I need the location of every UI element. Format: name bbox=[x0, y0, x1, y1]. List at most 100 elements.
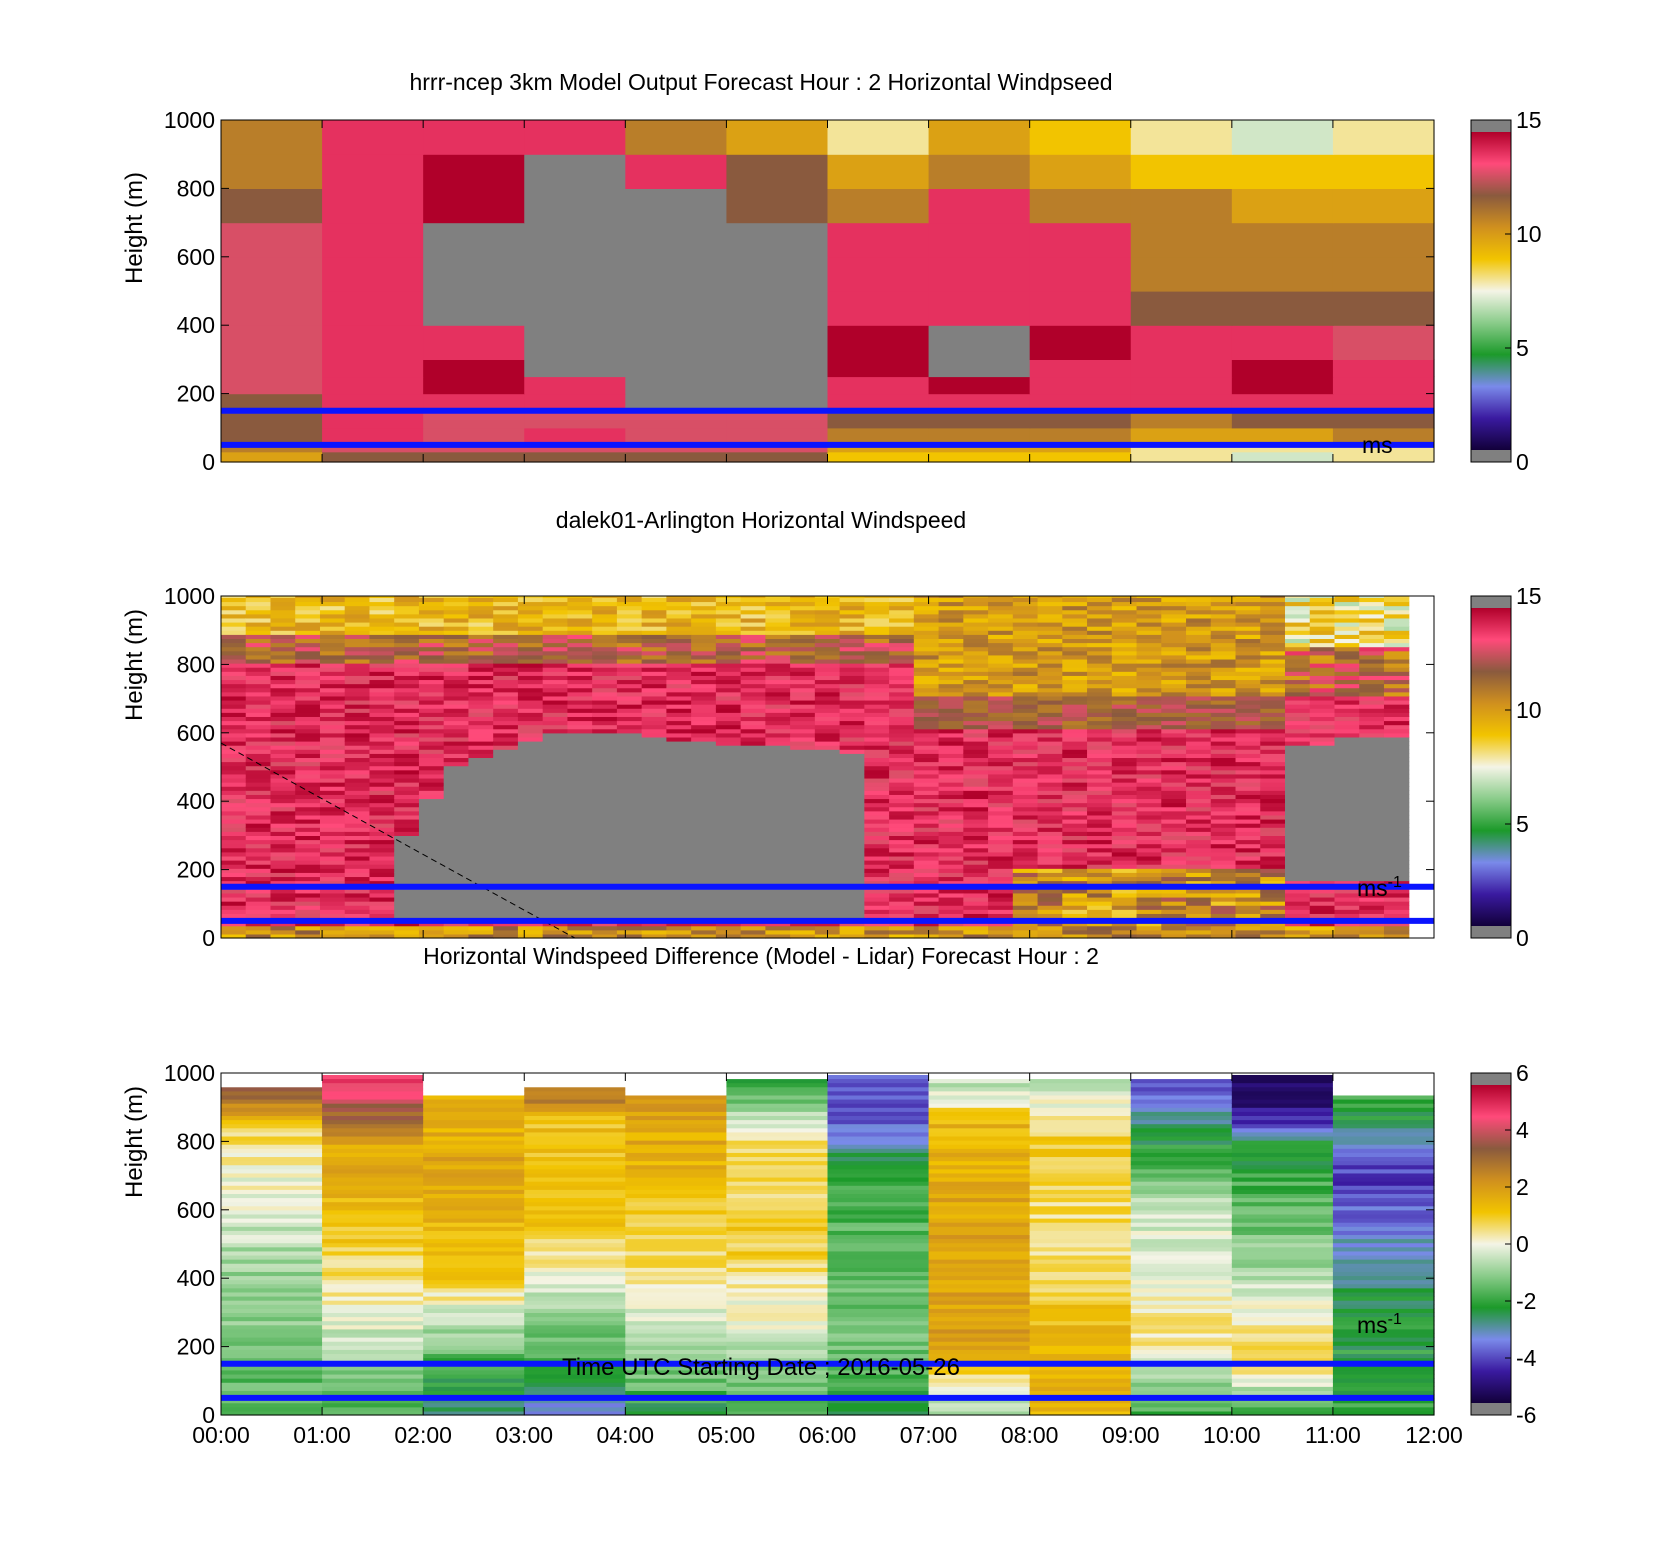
heatmap-cell bbox=[913, 880, 940, 886]
heatmap-cell bbox=[524, 1086, 626, 1092]
heatmap-cell bbox=[1309, 757, 1336, 763]
heatmap-cell bbox=[517, 617, 544, 623]
heatmap-cell bbox=[691, 626, 717, 631]
heatmap-cell bbox=[1161, 860, 1187, 865]
heatmap-cell bbox=[765, 695, 791, 701]
heatmap-cell bbox=[394, 675, 420, 681]
heatmap-cell bbox=[1260, 683, 1286, 689]
heatmap-cell bbox=[1037, 626, 1063, 631]
heatmap-cell bbox=[740, 851, 766, 857]
heatmap-cell bbox=[726, 1365, 829, 1371]
heatmap-cell bbox=[1037, 892, 1063, 898]
heatmap-cell bbox=[1210, 642, 1237, 648]
heatmap-cell bbox=[567, 892, 593, 898]
heatmap-cell bbox=[423, 1185, 525, 1190]
heatmap-cell bbox=[1136, 786, 1162, 791]
heatmap-cell bbox=[1012, 921, 1039, 927]
heatmap-cell bbox=[245, 613, 272, 619]
heatmap-cell bbox=[913, 802, 940, 808]
heatmap-cell bbox=[740, 901, 766, 906]
heatmap-cell bbox=[542, 621, 569, 627]
heatmap-cell bbox=[1062, 880, 1088, 886]
heatmap-cell bbox=[394, 609, 420, 615]
heatmap-cell bbox=[1087, 896, 1113, 902]
heatmap-cell bbox=[443, 654, 470, 660]
heatmap-cell bbox=[567, 888, 593, 894]
heatmap-cell bbox=[221, 880, 247, 886]
heatmap-cell bbox=[666, 671, 692, 676]
heatmap-cell bbox=[1111, 818, 1138, 824]
heatmap-cell bbox=[1087, 888, 1113, 894]
heatmap-cell bbox=[790, 855, 816, 861]
heatmap-cell bbox=[1359, 843, 1385, 849]
heatmap-cell bbox=[418, 675, 445, 681]
heatmap-cell bbox=[1334, 720, 1360, 726]
heatmap-cell bbox=[938, 642, 964, 648]
heatmap-cell bbox=[369, 860, 395, 865]
heatmap-cell bbox=[790, 769, 816, 775]
heatmap-cell bbox=[344, 596, 371, 598]
heatmap-cell bbox=[295, 654, 321, 660]
heatmap-cell bbox=[666, 695, 692, 701]
heatmap-cell bbox=[1285, 835, 1311, 841]
heatmap-cell bbox=[1111, 823, 1138, 828]
heatmap-cell bbox=[245, 663, 272, 668]
heatmap-cell bbox=[666, 892, 692, 898]
heatmap-cell bbox=[369, 728, 395, 734]
heatmap-cell bbox=[1309, 605, 1336, 611]
heatmap-cell bbox=[1111, 638, 1138, 644]
heatmap-cell bbox=[1136, 782, 1162, 787]
heatmap-cell bbox=[221, 929, 247, 935]
heatmap-cell bbox=[1111, 786, 1138, 791]
heatmap-cell bbox=[542, 741, 569, 746]
heatmap-cell bbox=[691, 864, 717, 869]
heatmap-cell bbox=[726, 1176, 829, 1182]
heatmap-cell bbox=[827, 188, 930, 224]
heatmap-cell bbox=[827, 1189, 930, 1194]
heatmap-cell bbox=[1111, 847, 1138, 853]
heatmap-cell bbox=[542, 847, 569, 853]
heatmap-cell bbox=[740, 913, 766, 919]
heatmap-cell bbox=[889, 855, 915, 861]
heatmap-cell bbox=[592, 802, 618, 808]
heatmap-cell bbox=[542, 925, 569, 931]
heatmap-cell bbox=[319, 868, 346, 873]
heatmap-cell bbox=[1111, 679, 1138, 685]
heatmap-cell bbox=[625, 1341, 728, 1346]
heatmap-cell bbox=[765, 827, 791, 832]
heatmap-cell bbox=[1285, 704, 1311, 709]
heatmap-cell bbox=[827, 427, 930, 443]
heatmap-cell bbox=[1383, 847, 1410, 853]
heatmap-cell bbox=[1285, 695, 1311, 701]
heatmap-cell bbox=[295, 691, 321, 697]
heatmap-cell bbox=[1334, 724, 1360, 730]
heatmap-cell bbox=[641, 888, 667, 894]
heatmap-cell bbox=[625, 1107, 728, 1112]
heatmap-cell bbox=[1359, 814, 1385, 820]
heatmap-cell bbox=[423, 1406, 525, 1412]
heatmap-cell bbox=[839, 732, 865, 738]
heatmap-cell bbox=[1062, 753, 1088, 759]
heatmap-cell bbox=[1062, 757, 1088, 763]
heatmap-cell bbox=[715, 601, 742, 607]
heatmap-cell bbox=[889, 626, 915, 631]
heatmap-cell bbox=[394, 667, 420, 672]
heatmap-cell bbox=[1210, 777, 1237, 783]
heatmap-cell bbox=[928, 325, 1031, 360]
heatmap-cell bbox=[1285, 823, 1311, 828]
heatmap-cell bbox=[468, 892, 494, 898]
heatmap-cell bbox=[1383, 794, 1410, 800]
heatmap-cell bbox=[319, 909, 346, 914]
heatmap-cell bbox=[765, 704, 791, 709]
heatmap-cell bbox=[1062, 691, 1088, 697]
heatmap-cell bbox=[1359, 675, 1385, 681]
heatmap-cell bbox=[1210, 868, 1237, 873]
heatmap-cell bbox=[1037, 695, 1063, 701]
heatmap-cell bbox=[928, 1373, 1031, 1379]
heatmap-cell bbox=[369, 691, 395, 697]
heatmap-cell bbox=[344, 761, 371, 767]
heatmap-cell bbox=[726, 1304, 829, 1309]
heatmap-cell bbox=[1012, 601, 1039, 607]
heatmap-cell bbox=[418, 658, 445, 664]
heatmap-cell bbox=[423, 1398, 525, 1404]
